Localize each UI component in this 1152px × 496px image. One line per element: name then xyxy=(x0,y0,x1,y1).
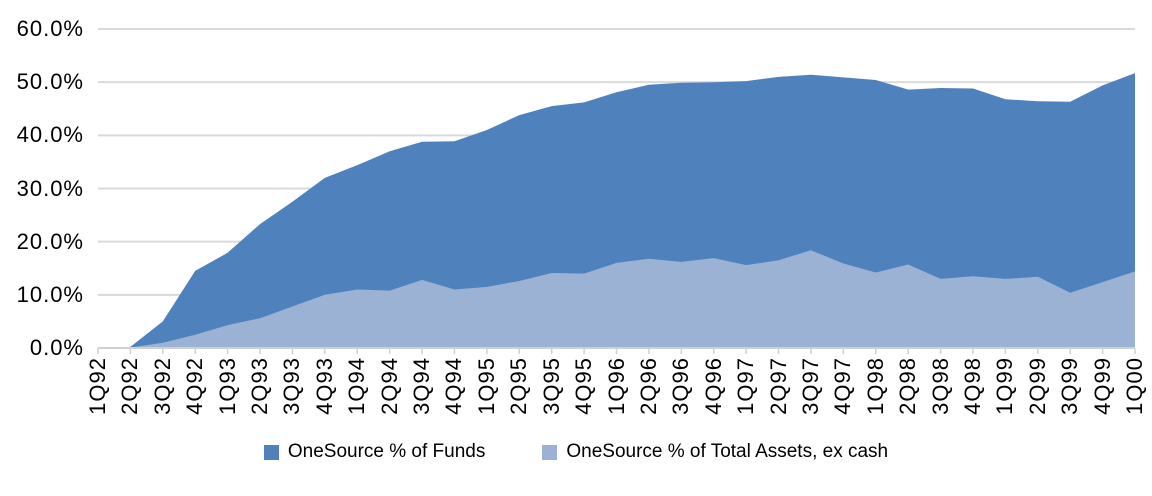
x-axis-tick-label: 3Q94 xyxy=(409,357,435,415)
x-axis-tick-label: 3Q95 xyxy=(538,357,564,415)
x-axis-tick-label: 2Q92 xyxy=(117,357,143,415)
y-axis-tick-label: 50.0% xyxy=(16,69,84,95)
legend-swatch-funds-icon xyxy=(263,444,279,460)
x-axis-tick-label: 1Q00 xyxy=(1122,357,1147,415)
x-axis-tick-label: 2Q96 xyxy=(635,357,661,415)
x-axis-tick-label: 3Q99 xyxy=(1057,357,1083,415)
x-axis-tick-label: 3Q92 xyxy=(149,357,175,415)
x-axis-tick-label: 1Q93 xyxy=(214,357,240,415)
legend-label-assets: OneSource % of Total Assets, ex cash xyxy=(566,441,889,462)
x-axis-tick-label: 4Q96 xyxy=(700,357,726,415)
x-axis-tick-label: 1Q94 xyxy=(344,357,370,415)
x-axis-tick-label: 1Q99 xyxy=(992,357,1018,415)
x-axis-tick-label: 4Q93 xyxy=(311,357,337,415)
y-axis-tick-label: 30.0% xyxy=(16,175,84,201)
x-axis-tick-label: 1Q95 xyxy=(473,357,499,415)
legend-item-funds: OneSource % of Funds xyxy=(263,441,486,463)
legend-label-funds: OneSource % of Funds xyxy=(287,441,486,462)
x-axis-tick-label: 1Q97 xyxy=(733,357,759,415)
x-axis-tick-label: 1Q98 xyxy=(862,357,888,415)
x-axis-tick-label: 2Q95 xyxy=(506,357,532,415)
x-axis-tick-label: 3Q98 xyxy=(927,357,953,415)
x-axis-tick-label: 3Q96 xyxy=(668,357,694,415)
x-axis-tick-label: 2Q98 xyxy=(895,357,921,415)
x-axis-tick-label: 4Q92 xyxy=(182,357,208,415)
x-axis-tick-label: 1Q92 xyxy=(85,357,110,415)
x-axis-tick-label: 4Q94 xyxy=(441,357,467,415)
x-axis-tick-label: 2Q97 xyxy=(765,357,791,415)
y-axis-tick-label: 20.0% xyxy=(16,228,84,254)
x-axis-tick-label: 4Q98 xyxy=(959,357,985,415)
assets-area-series xyxy=(98,250,1135,348)
x-axis-tick-label: 1Q96 xyxy=(603,357,629,415)
legend: OneSource % of Funds OneSource % of Tota… xyxy=(0,441,1152,463)
x-axis-tick-label: 4Q99 xyxy=(1089,357,1115,415)
y-axis-tick-label: 40.0% xyxy=(16,122,84,148)
x-axis-tick-label: 2Q93 xyxy=(247,357,273,415)
legend-item-assets: OneSource % of Total Assets, ex cash xyxy=(542,441,888,463)
x-axis-tick-label: 4Q97 xyxy=(830,357,856,415)
x-axis-tick-label: 4Q95 xyxy=(571,357,597,415)
y-axis-tick-label: 0.0% xyxy=(29,335,84,360)
legend-swatch-assets-icon xyxy=(542,444,558,460)
x-axis-tick-label: 3Q97 xyxy=(797,357,823,415)
y-axis-tick-label: 10.0% xyxy=(16,281,84,307)
y-axis-tick-label: 60.0% xyxy=(16,16,84,41)
x-axis-tick-label: 2Q99 xyxy=(1024,357,1050,415)
x-axis-tick-label: 2Q94 xyxy=(376,357,402,415)
x-axis-tick-label: 3Q93 xyxy=(279,357,305,415)
